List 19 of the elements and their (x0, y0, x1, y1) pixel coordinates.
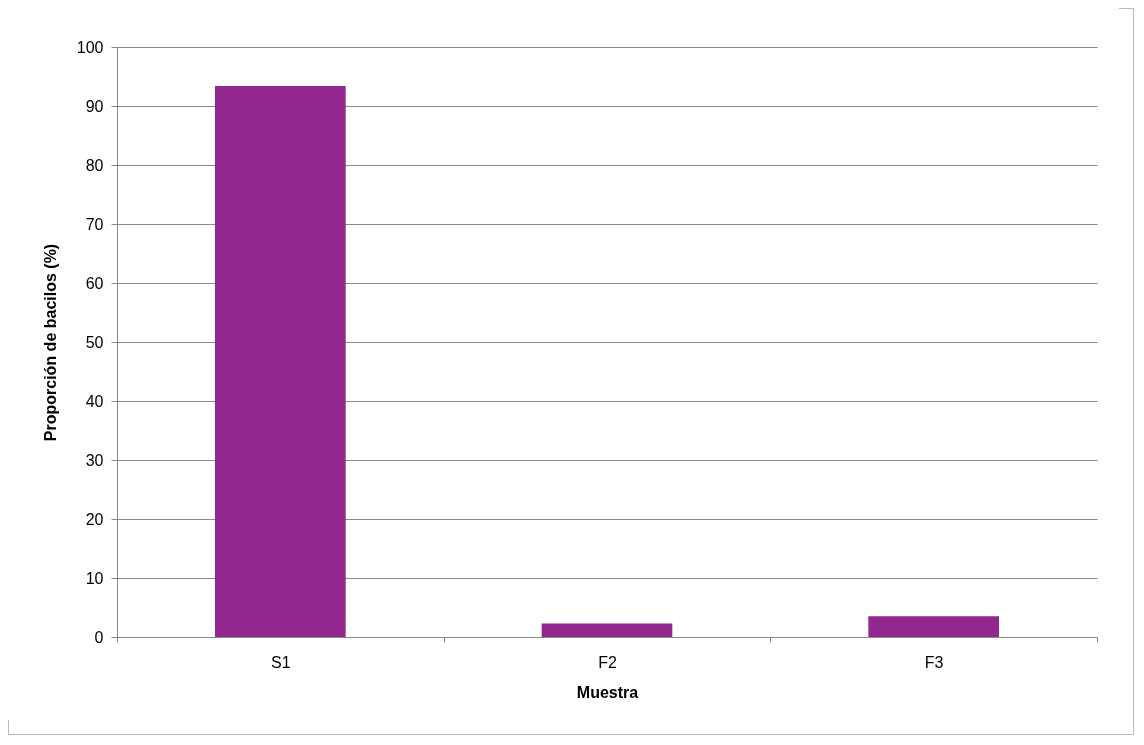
y-tick-label: 80 (85, 156, 104, 174)
y-tick-label: 90 (85, 97, 104, 115)
y-tick-label: 0 (94, 628, 104, 646)
y-tick-label: 60 (85, 274, 104, 292)
y-tick-label: 50 (85, 333, 104, 351)
y-tick-label: 30 (85, 451, 104, 469)
y-tick-label: 100 (76, 38, 104, 56)
x-tick-label: S1 (271, 653, 291, 671)
x-tick-label: F2 (598, 653, 617, 671)
bar (868, 616, 999, 637)
y-tick-label: 10 (85, 569, 104, 587)
y-tick-label: 20 (85, 510, 104, 528)
x-tick-label: F3 (924, 653, 944, 671)
y-axis-title: Proporción de bacilos (%) (41, 243, 59, 442)
y-tick-label: 40 (85, 392, 104, 410)
bar (541, 623, 673, 637)
bar (215, 85, 346, 637)
x-axis-title: Muestra (576, 683, 639, 701)
y-tick-label: 70 (85, 215, 104, 233)
